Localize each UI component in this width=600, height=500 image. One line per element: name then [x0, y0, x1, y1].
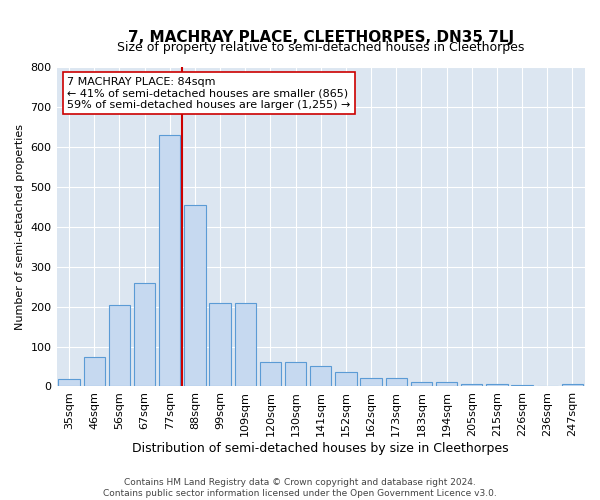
Bar [184, 205, 206, 386]
Bar [310, 366, 331, 386]
Bar [83, 356, 105, 386]
Text: 7 MACHRAY PLACE: 84sqm
← 41% of semi-detached houses are smaller (865)
59% of se: 7 MACHRAY PLACE: 84sqm ← 41% of semi-det… [67, 76, 350, 110]
Bar [562, 384, 583, 386]
Bar [109, 304, 130, 386]
Bar [411, 382, 432, 386]
Bar [209, 302, 231, 386]
Bar [235, 302, 256, 386]
Bar [486, 384, 508, 386]
Title: 7, MACHRAY PLACE, CLEETHORPES, DN35 7LJ: 7, MACHRAY PLACE, CLEETHORPES, DN35 7LJ [128, 30, 514, 45]
Bar [386, 378, 407, 386]
Bar [461, 384, 482, 386]
Text: Size of property relative to semi-detached houses in Cleethorpes: Size of property relative to semi-detach… [117, 41, 524, 54]
Bar [361, 378, 382, 386]
X-axis label: Distribution of semi-detached houses by size in Cleethorpes: Distribution of semi-detached houses by … [133, 442, 509, 455]
Bar [134, 282, 155, 387]
Bar [335, 372, 356, 386]
Bar [436, 382, 457, 386]
Bar [58, 380, 80, 386]
Text: Contains HM Land Registry data © Crown copyright and database right 2024.
Contai: Contains HM Land Registry data © Crown c… [103, 478, 497, 498]
Bar [285, 362, 307, 386]
Bar [159, 135, 181, 386]
Y-axis label: Number of semi-detached properties: Number of semi-detached properties [15, 124, 25, 330]
Bar [260, 362, 281, 386]
